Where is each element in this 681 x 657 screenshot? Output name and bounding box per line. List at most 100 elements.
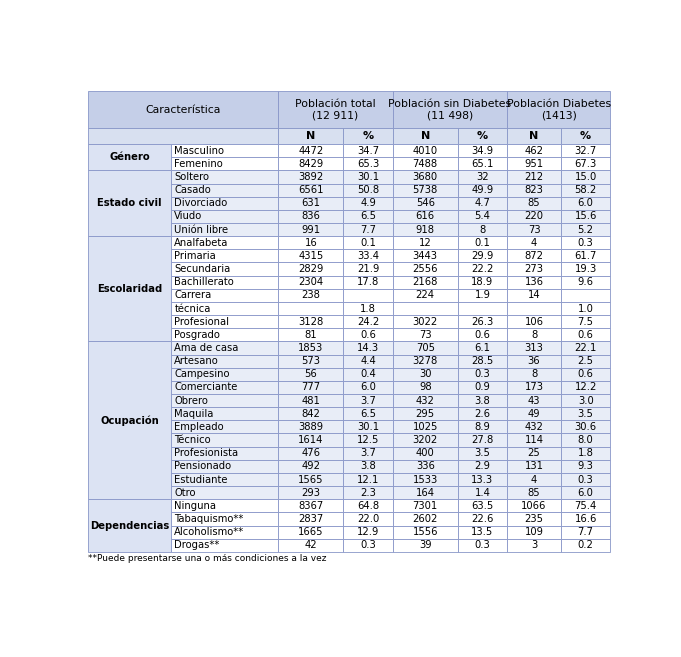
Bar — [507, 407, 561, 420]
Bar — [561, 499, 610, 512]
Text: Profesional: Profesional — [174, 317, 229, 327]
Text: 2168: 2168 — [413, 277, 438, 287]
Text: 631: 631 — [302, 198, 320, 208]
Text: Campesino: Campesino — [174, 369, 229, 379]
Bar — [279, 420, 343, 434]
Text: 85: 85 — [528, 198, 540, 208]
Text: 400: 400 — [416, 448, 434, 458]
Text: Secundaria: Secundaria — [174, 264, 231, 274]
Bar — [393, 128, 458, 144]
Bar — [279, 210, 343, 223]
Bar — [507, 368, 561, 381]
Bar — [171, 328, 279, 342]
Text: 0.6: 0.6 — [577, 330, 594, 340]
Text: 0.1: 0.1 — [360, 238, 376, 248]
Text: 3443: 3443 — [413, 251, 438, 261]
Text: 224: 224 — [415, 290, 434, 300]
Bar — [279, 394, 343, 407]
Text: 29.9: 29.9 — [471, 251, 494, 261]
Text: 0.6: 0.6 — [360, 330, 376, 340]
Bar — [507, 210, 561, 223]
Text: Característica: Característica — [145, 104, 221, 115]
Text: 43: 43 — [528, 396, 540, 405]
Bar — [507, 263, 561, 276]
Text: %: % — [362, 131, 374, 141]
Text: 8: 8 — [531, 369, 537, 379]
Text: 705: 705 — [415, 343, 434, 353]
Bar — [343, 223, 393, 236]
Bar — [507, 342, 561, 355]
Bar — [458, 381, 507, 394]
Text: Empleado: Empleado — [174, 422, 224, 432]
Bar — [279, 289, 343, 302]
Bar — [279, 407, 343, 420]
Bar — [507, 144, 561, 157]
Text: 2602: 2602 — [413, 514, 438, 524]
Bar — [279, 223, 343, 236]
Bar — [171, 196, 279, 210]
Bar — [343, 355, 393, 368]
Text: 0.3: 0.3 — [475, 369, 490, 379]
Bar — [561, 210, 610, 223]
Bar — [458, 249, 507, 263]
Bar — [343, 407, 393, 420]
Text: 235: 235 — [524, 514, 543, 524]
Bar — [561, 407, 610, 420]
Text: Género: Género — [109, 152, 150, 162]
Text: Ninguna: Ninguna — [174, 501, 217, 510]
Bar — [507, 394, 561, 407]
Text: Drogas**: Drogas** — [174, 540, 220, 551]
Text: 58.2: 58.2 — [575, 185, 597, 195]
Bar — [171, 381, 279, 394]
Text: 4315: 4315 — [298, 251, 323, 261]
Bar — [458, 263, 507, 276]
Text: 2.6: 2.6 — [475, 409, 490, 419]
Text: Tabaquismo**: Tabaquismo** — [174, 514, 244, 524]
Text: 131: 131 — [524, 461, 543, 471]
Bar — [343, 381, 393, 394]
Bar — [561, 223, 610, 236]
Bar — [279, 144, 343, 157]
Bar — [343, 315, 393, 328]
Bar — [458, 236, 507, 249]
Bar — [507, 249, 561, 263]
Text: 4.4: 4.4 — [360, 356, 376, 366]
Bar — [343, 420, 393, 434]
Bar — [171, 342, 279, 355]
Bar — [393, 473, 458, 486]
Text: 1665: 1665 — [298, 527, 323, 537]
Bar — [343, 473, 393, 486]
Text: 36: 36 — [528, 356, 540, 366]
Text: 67.3: 67.3 — [575, 159, 597, 169]
Bar — [171, 249, 279, 263]
Bar — [458, 328, 507, 342]
Bar — [393, 355, 458, 368]
Text: 6.5: 6.5 — [360, 409, 376, 419]
Bar — [279, 460, 343, 473]
Text: 6.0: 6.0 — [360, 382, 376, 392]
Text: 12.1: 12.1 — [357, 474, 379, 484]
Text: 9.3: 9.3 — [577, 461, 594, 471]
Text: 106: 106 — [524, 317, 543, 327]
Bar — [458, 407, 507, 420]
Bar — [171, 420, 279, 434]
Text: 75.4: 75.4 — [575, 501, 597, 510]
Bar — [88, 91, 279, 128]
Bar — [343, 512, 393, 526]
Bar — [343, 342, 393, 355]
Text: N: N — [421, 131, 430, 141]
Bar — [343, 128, 393, 144]
Bar — [279, 499, 343, 512]
Text: 8367: 8367 — [298, 501, 323, 510]
Bar — [393, 526, 458, 539]
Text: 9.6: 9.6 — [577, 277, 594, 287]
Text: 476: 476 — [302, 448, 320, 458]
Text: 7.7: 7.7 — [577, 527, 594, 537]
Bar — [171, 434, 279, 447]
Text: 872: 872 — [524, 251, 543, 261]
Text: Masculino: Masculino — [174, 146, 224, 156]
Bar — [458, 342, 507, 355]
Text: 12.2: 12.2 — [575, 382, 597, 392]
Text: 49: 49 — [528, 409, 540, 419]
Text: 3278: 3278 — [413, 356, 438, 366]
